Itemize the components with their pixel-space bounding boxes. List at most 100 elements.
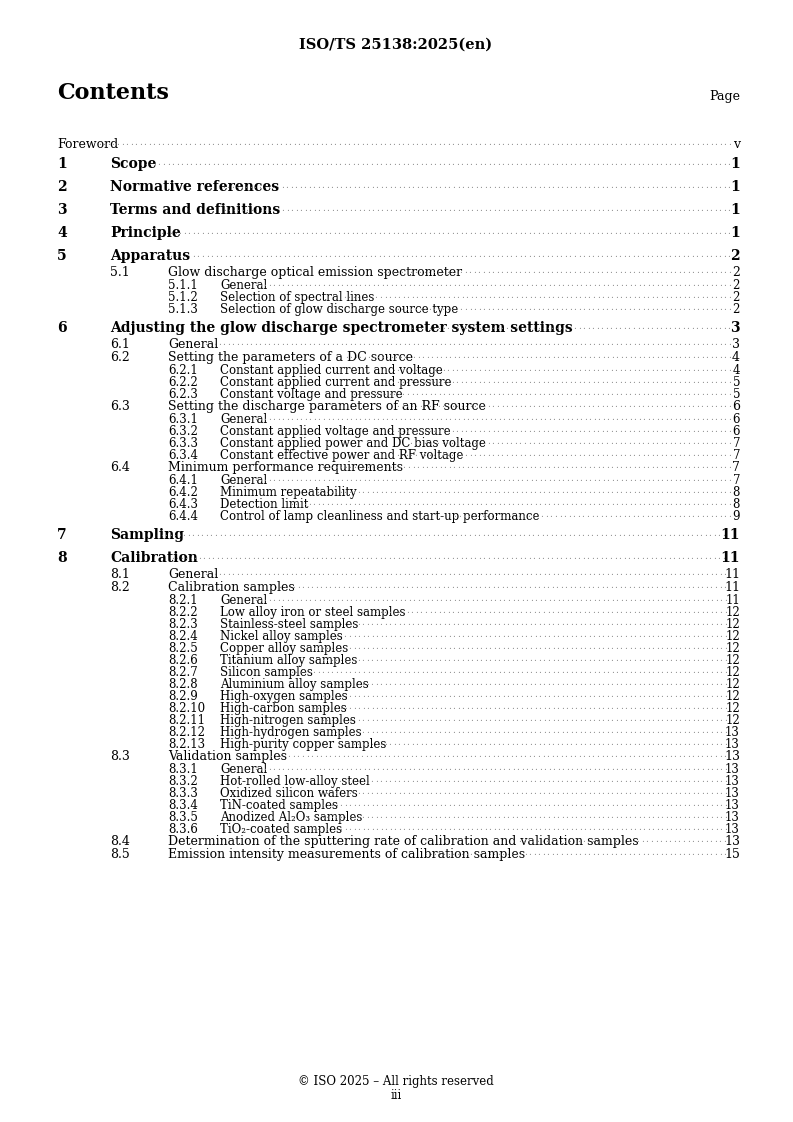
Text: .: . xyxy=(402,618,405,627)
Text: .: . xyxy=(692,642,695,651)
Text: .: . xyxy=(471,351,473,360)
Text: .: . xyxy=(638,292,641,301)
Text: .: . xyxy=(561,204,564,213)
Text: .: . xyxy=(312,799,315,808)
Text: .: . xyxy=(629,824,631,833)
Text: .: . xyxy=(592,848,595,857)
Text: .: . xyxy=(724,413,726,422)
Text: .: . xyxy=(587,376,590,385)
Text: .: . xyxy=(259,181,261,190)
Text: .: . xyxy=(429,606,431,615)
Text: .: . xyxy=(501,581,504,590)
Text: .: . xyxy=(419,449,422,458)
Text: .: . xyxy=(642,365,645,374)
Text: .: . xyxy=(433,751,435,760)
Text: .: . xyxy=(282,763,285,772)
Text: .: . xyxy=(556,181,559,190)
Text: .: . xyxy=(464,449,467,458)
Text: .: . xyxy=(450,425,454,434)
Text: .: . xyxy=(555,365,558,374)
Text: .: . xyxy=(656,486,659,495)
Text: .: . xyxy=(371,642,374,651)
Text: .: . xyxy=(552,824,554,833)
Text: .: . xyxy=(412,279,416,288)
Text: .: . xyxy=(538,848,540,857)
Text: High-hydrogen samples: High-hydrogen samples xyxy=(220,726,362,739)
Text: .: . xyxy=(421,351,424,360)
Text: .: . xyxy=(473,552,477,561)
Text: .: . xyxy=(528,848,531,857)
Text: .: . xyxy=(624,388,626,397)
Text: .: . xyxy=(432,401,435,410)
Text: .: . xyxy=(134,138,137,147)
Text: .: . xyxy=(587,552,589,561)
Text: .: . xyxy=(335,642,338,651)
Text: .: . xyxy=(531,511,534,519)
Text: .: . xyxy=(205,528,208,539)
Text: .: . xyxy=(493,631,496,640)
Text: .: . xyxy=(411,606,413,615)
Text: .: . xyxy=(615,666,618,675)
Text: .: . xyxy=(580,595,582,604)
Text: .: . xyxy=(646,158,649,167)
Text: .: . xyxy=(561,788,564,797)
Text: .: . xyxy=(525,351,528,360)
Text: .: . xyxy=(435,498,437,507)
Text: .: . xyxy=(325,678,328,687)
Text: .: . xyxy=(723,351,726,360)
Text: .: . xyxy=(529,642,532,651)
Text: .: . xyxy=(655,581,658,590)
Text: .: . xyxy=(511,181,514,190)
Text: .: . xyxy=(290,339,293,348)
Text: .: . xyxy=(592,690,596,699)
Text: .: . xyxy=(728,438,731,447)
Text: .: . xyxy=(669,486,672,495)
Text: .: . xyxy=(656,498,659,507)
Text: .: . xyxy=(696,848,699,857)
Text: .: . xyxy=(683,339,686,348)
Text: .: . xyxy=(424,138,427,147)
Text: .: . xyxy=(556,486,559,495)
Text: .: . xyxy=(462,595,465,604)
Text: .: . xyxy=(492,654,496,663)
Text: .: . xyxy=(248,158,251,167)
Text: .: . xyxy=(375,642,378,651)
Text: .: . xyxy=(672,552,676,561)
Text: .: . xyxy=(565,303,567,312)
Text: .: . xyxy=(696,824,699,833)
Text: .: . xyxy=(450,376,454,385)
Text: .: . xyxy=(487,365,490,374)
Text: .: . xyxy=(578,138,581,147)
Text: .: . xyxy=(442,425,445,434)
Text: .: . xyxy=(335,666,338,675)
Text: .: . xyxy=(358,351,361,360)
Text: .: . xyxy=(600,250,603,259)
Text: .: . xyxy=(473,528,476,539)
Text: .: . xyxy=(255,763,258,772)
Text: .: . xyxy=(565,486,568,495)
Text: .: . xyxy=(308,413,312,422)
Text: .: . xyxy=(343,642,347,651)
Text: .: . xyxy=(410,250,412,259)
Text: .: . xyxy=(705,181,707,190)
Text: .: . xyxy=(651,715,654,724)
Text: .: . xyxy=(462,642,464,651)
Text: .: . xyxy=(290,475,293,484)
Text: .: . xyxy=(432,227,435,236)
Text: .: . xyxy=(538,775,541,784)
Text: .: . xyxy=(728,365,731,374)
Text: .: . xyxy=(485,475,488,484)
Text: .: . xyxy=(688,702,691,711)
Text: .: . xyxy=(308,569,311,578)
Text: .: . xyxy=(710,376,713,385)
Text: 8.2.9: 8.2.9 xyxy=(168,690,197,703)
Text: .: . xyxy=(692,702,695,711)
Text: .: . xyxy=(414,303,417,312)
Text: .: . xyxy=(669,666,672,675)
Text: .: . xyxy=(592,449,595,458)
Text: .: . xyxy=(496,322,499,331)
Text: .: . xyxy=(573,401,577,410)
Text: .: . xyxy=(696,511,699,519)
Text: .: . xyxy=(239,552,241,561)
Text: 7: 7 xyxy=(732,461,740,473)
